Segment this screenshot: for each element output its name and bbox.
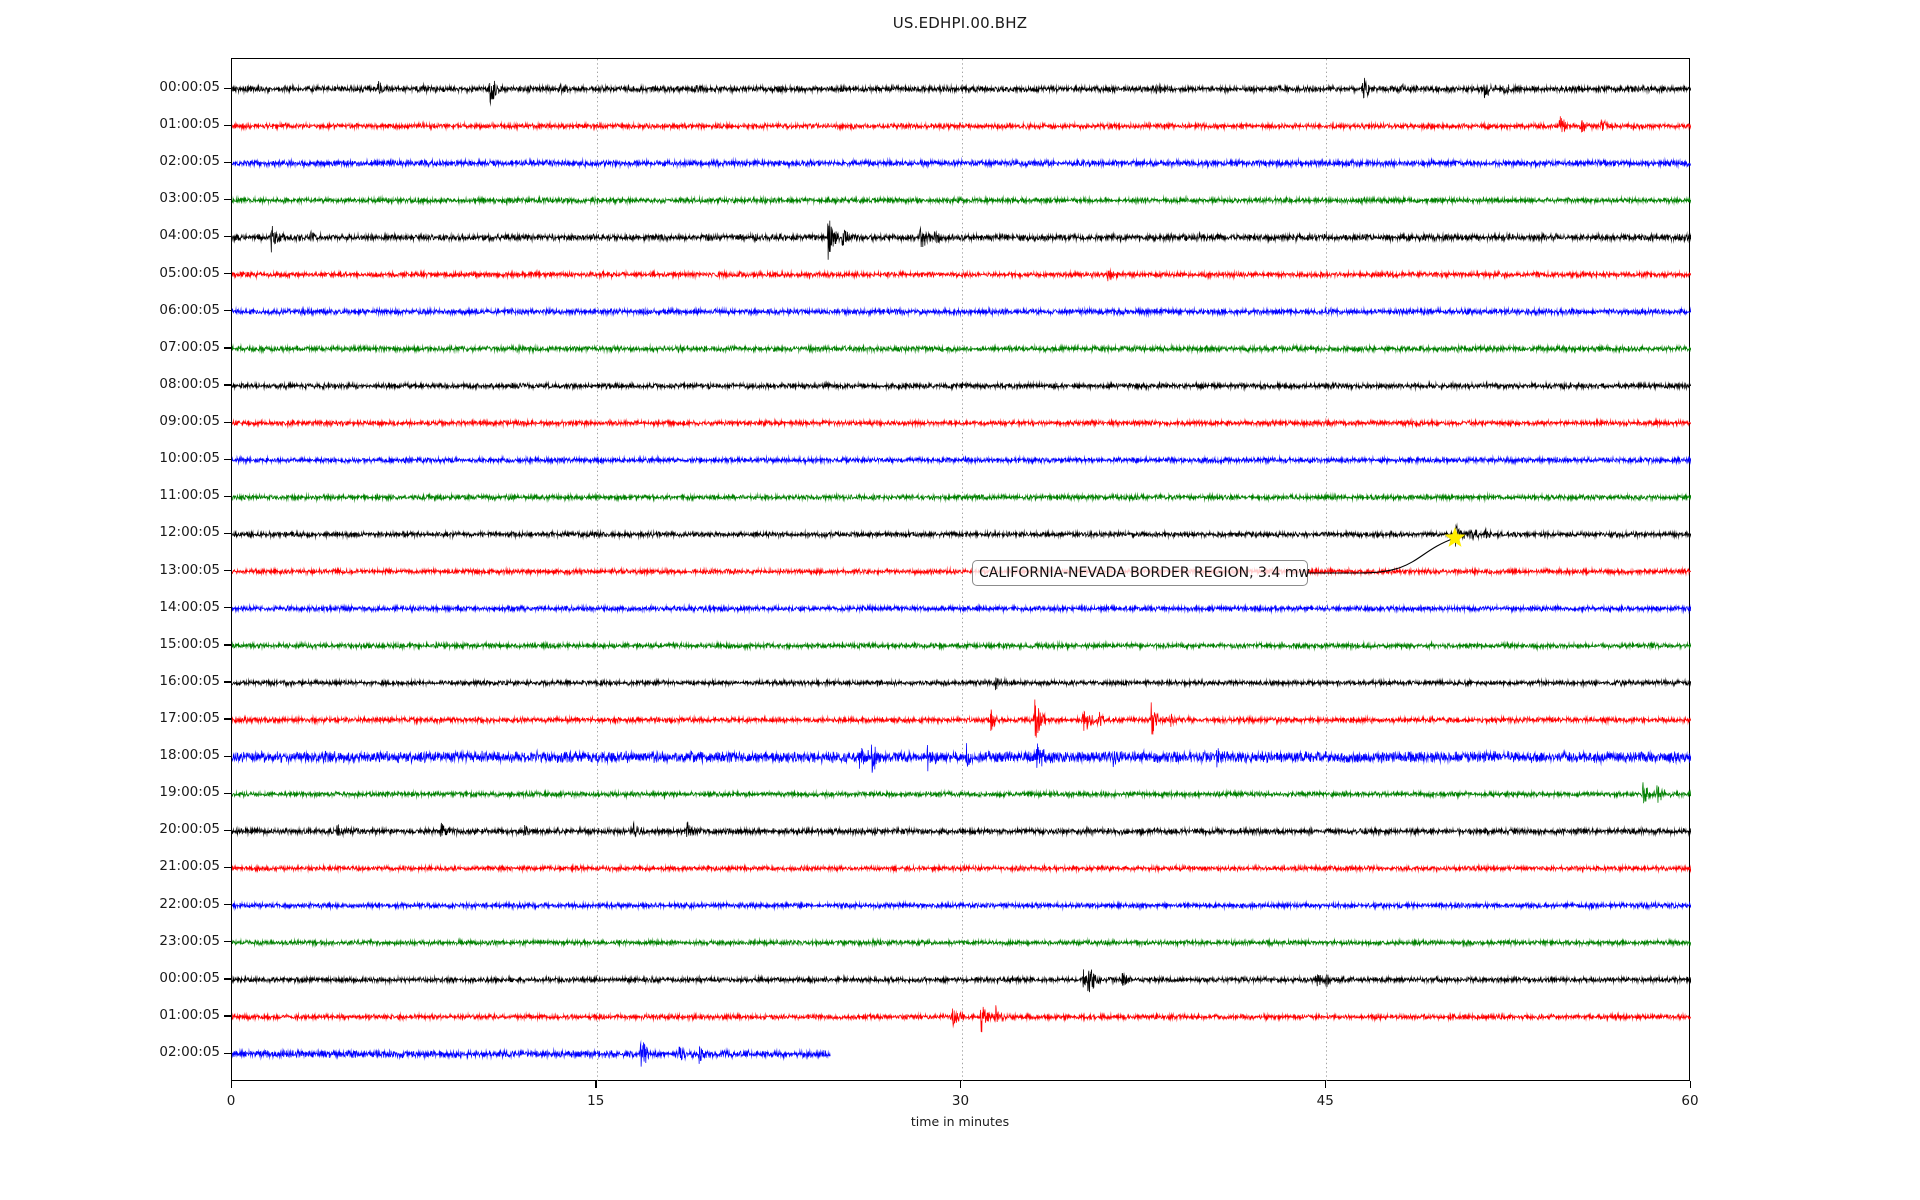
page-title: US.EDHPI.00.BHZ <box>892 14 1028 32</box>
y-axis-tick-label: 17:00:05 <box>159 709 220 726</box>
y-axis-tick-mark <box>224 347 231 349</box>
x-axis-tick-mark <box>960 1081 962 1088</box>
y-axis-tick-label: 21:00:05 <box>159 858 220 875</box>
x-axis-tick-mark <box>230 1081 232 1088</box>
y-axis-tick-label: 02:00:05 <box>159 1044 220 1060</box>
y-axis-tick-mark <box>224 495 231 498</box>
y-axis-tick-mark <box>224 718 231 720</box>
y-axis-tick-mark <box>224 532 231 535</box>
y-axis-tick-mark <box>224 941 231 943</box>
y-axis-tick-label: 19:00:05 <box>159 784 220 801</box>
y-axis-tick-label: 15:00:05 <box>159 635 220 652</box>
y-axis-tick-label: 01:00:05 <box>159 116 220 133</box>
y-axis-tick-mark <box>224 458 231 460</box>
y-axis-tick-label: 10:00:05 <box>159 450 220 467</box>
earthquake-annotation-label[interactable]: CALIFORNIA-NEVADA BORDER REGION, 3.4 mw <box>972 560 1310 586</box>
y-axis-tick-mark <box>224 161 231 164</box>
seismogram-traces <box>232 59 1691 1082</box>
x-axis-tick-label: 45 <box>1316 1093 1334 1109</box>
y-axis-tick-mark <box>224 235 231 238</box>
y-axis-tick-mark <box>224 792 231 794</box>
x-axis-tick-label: 15 <box>587 1093 605 1109</box>
y-axis-tick-mark <box>224 755 231 757</box>
y-axis-tick-label: 00:00:05 <box>159 969 220 986</box>
y-axis-tick-mark <box>224 829 231 832</box>
y-axis-tick-mark <box>224 198 231 201</box>
x-axis-label: time in minutes <box>910 1114 1010 1129</box>
y-axis-tick-mark <box>224 570 231 572</box>
y-axis-tick-label: 04:00:05 <box>159 227 220 244</box>
y-axis-tick-label: 11:00:05 <box>159 487 220 504</box>
y-axis-tick-mark <box>224 310 231 312</box>
x-axis-tick-label: 0 <box>226 1093 236 1109</box>
y-axis-tick-label: 18:00:05 <box>159 747 220 764</box>
y-axis-tick-label: 13:00:05 <box>159 561 220 578</box>
y-axis-tick-label: 01:00:05 <box>159 1006 220 1023</box>
y-axis-tick-mark <box>224 644 231 646</box>
x-axis-tick-mark <box>595 1081 597 1088</box>
y-axis-tick-label: 23:00:05 <box>159 932 220 949</box>
x-axis-tick-label: 30 <box>951 1093 970 1109</box>
y-axis-tick-mark <box>224 273 231 275</box>
x-axis-tick-mark <box>1324 1081 1327 1088</box>
y-axis-tick-mark <box>224 124 231 126</box>
plot-axes <box>231 58 1691 1082</box>
y-axis-tick-mark <box>224 421 231 423</box>
y-axis-tick-label: 22:00:05 <box>159 895 220 912</box>
y-axis-tick-mark <box>224 866 231 869</box>
y-axis-tick-label: 07:00:05 <box>159 338 220 355</box>
y-axis-tick-mark <box>224 384 231 386</box>
y-axis-tick-label: 00:00:05 <box>159 79 220 95</box>
y-axis-tick-label: 16:00:05 <box>159 672 220 689</box>
y-axis-tick-mark <box>224 87 231 89</box>
y-axis-tick-mark <box>224 681 231 683</box>
y-axis-tick-label: 14:00:05 <box>159 598 220 615</box>
y-axis-tick-label: 20:00:05 <box>159 821 220 838</box>
x-axis-tick-label: 60 <box>1681 1093 1699 1109</box>
y-axis-tick-label: 06:00:05 <box>159 301 220 318</box>
y-axis-tick-label: 05:00:05 <box>159 264 220 281</box>
y-axis-tick-label: 03:00:05 <box>159 190 220 207</box>
y-axis-tick-label: 08:00:05 <box>159 375 220 392</box>
y-axis-tick-mark <box>224 607 231 609</box>
y-axis-tick-mark <box>224 1015 231 1017</box>
y-axis-tick-label: 12:00:05 <box>159 524 220 541</box>
y-axis-tick-mark <box>224 978 231 980</box>
y-axis-tick-mark <box>224 904 231 906</box>
x-axis-tick-mark <box>1689 1081 1691 1088</box>
y-axis-tick-label: 09:00:05 <box>159 413 220 430</box>
y-axis-tick-mark <box>224 1052 231 1054</box>
y-axis-tick-label: 02:00:05 <box>159 153 220 170</box>
